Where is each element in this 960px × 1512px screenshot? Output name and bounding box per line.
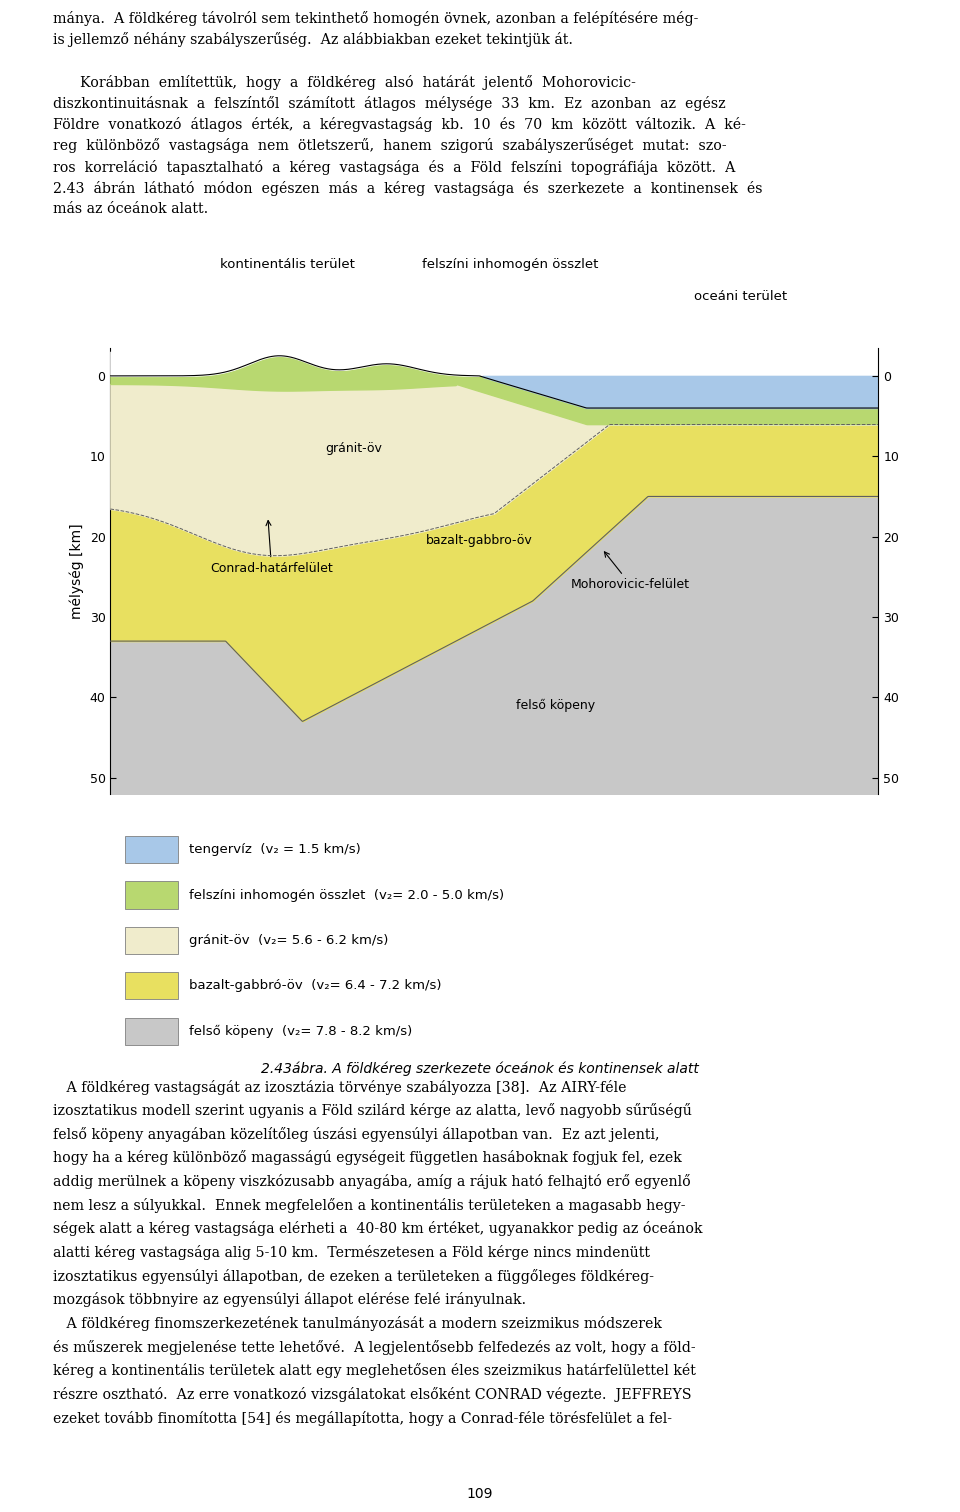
Text: tengervíz  (v₂ = 1.5 km/s): tengervíz (v₂ = 1.5 km/s): [189, 844, 361, 856]
Text: alatti kéreg vastagsága alig 5-10 km.  Természetesen a Föld kérge nincs mindenüt: alatti kéreg vastagsága alig 5-10 km. Te…: [53, 1244, 650, 1259]
Text: ségek alatt a kéreg vastagsága elérheti a  40-80 km értéket, ugyanakkor pedig az: ségek alatt a kéreg vastagsága elérheti …: [53, 1222, 703, 1237]
Text: A földkéreg finomszerkezetének tanulmányozását a modern szeizmikus módszerek: A földkéreg finomszerkezetének tanulmány…: [53, 1315, 661, 1331]
Text: felszíni inhomogén összlet  (v₂= 2.0 - 5.0 km/s): felszíni inhomogén összlet (v₂= 2.0 - 5.…: [189, 889, 504, 901]
Text: oceáni terület: oceáni terület: [693, 290, 787, 302]
Text: bazalt-gabbró-öv  (v₂= 6.4 - 7.2 km/s): bazalt-gabbró-öv (v₂= 6.4 - 7.2 km/s): [189, 980, 442, 992]
Text: és műszerek megjelenése tette lehetővé.  A legjelentősebb felfedezés az volt, ho: és műszerek megjelenése tette lehetővé. …: [53, 1340, 695, 1355]
Text: izosztatikus egyensúlyi állapotban, de ezeken a területeken a függőleges földkér: izosztatikus egyensúlyi állapotban, de e…: [53, 1269, 654, 1284]
Text: 2.43ábra. A földkéreg szerkezete óceánok és kontinensek alatt: 2.43ábra. A földkéreg szerkezete óceánok…: [261, 1061, 699, 1077]
Text: nem lesz a súlyukkal.  Ennek megfelelően a kontinentális területeken a magasabb : nem lesz a súlyukkal. Ennek megfelelően …: [53, 1198, 685, 1213]
Text: felszíni inhomogén összlet: felszíni inhomogén összlet: [421, 257, 598, 271]
Text: A földkéreg vastagságát az izosztázia törvénye szabályozza [38].  Az AIRY-féle: A földkéreg vastagságát az izosztázia tö…: [53, 1080, 626, 1095]
Text: diszkontinuitásnak  a  felszíntől  számított  átlagos  mélysége  33  km.  Ez  az: diszkontinuitásnak a felszíntől számítot…: [53, 95, 726, 110]
Text: hogy ha a kéreg különböző magasságú egységeit független hasáboknak fogjuk fel, e: hogy ha a kéreg különböző magasságú egys…: [53, 1151, 682, 1166]
Text: mozgások többnyire az egyensúlyi állapot elérése felé irányulnak.: mozgások többnyire az egyensúlyi állapot…: [53, 1293, 526, 1308]
Text: felső köpeny: felső köpeny: [516, 699, 595, 712]
Text: kontinentális terület: kontinentális terület: [220, 257, 354, 271]
Text: reg  különböző  vastagsága  nem  ötletszerű,  hanem  szigorú  szabályszerűséget : reg különböző vastagsága nem ötletszerű,…: [53, 139, 727, 153]
Text: 2.43  ábrán  látható  módon  egészen  más  a  kéreg  vastagsága  és  szerkezete : 2.43 ábrán látható módon egészen más a k…: [53, 181, 762, 197]
Text: felső köpeny anyagában közelítőleg úszási egyensúlyi állapotban van.  Ez azt jel: felső köpeny anyagában közelítőleg úszás…: [53, 1126, 660, 1142]
Text: Mohorovicic-felület: Mohorovicic-felület: [571, 552, 690, 591]
Text: felső köpeny  (v₂= 7.8 - 8.2 km/s): felső köpeny (v₂= 7.8 - 8.2 km/s): [189, 1025, 413, 1037]
Text: gránit-öv  (v₂= 5.6 - 6.2 km/s): gránit-öv (v₂= 5.6 - 6.2 km/s): [189, 934, 389, 947]
Text: gránit-öv: gránit-öv: [325, 442, 382, 455]
Text: 109: 109: [467, 1486, 493, 1501]
Text: Conrad-határfelület: Conrad-határfelület: [210, 520, 333, 575]
Text: Korábban  említettük,  hogy  a  földkéreg  alsó  határát  jelentő  Mohorovicic-: Korábban említettük, hogy a földkéreg al…: [53, 74, 636, 89]
Text: ezeket tovább finomította [54] és megállapította, hogy a Conrad-féle törésfelüle: ezeket tovább finomította [54] és megáll…: [53, 1411, 672, 1426]
Text: bazalt-gabbro-öv: bazalt-gabbro-öv: [425, 534, 533, 547]
Text: kéreg a kontinentális területek alatt egy meglehetősen éles szeizmikus határfelü: kéreg a kontinentális területek alatt eg…: [53, 1364, 696, 1379]
Y-axis label: mélység [km]: mélység [km]: [69, 523, 84, 618]
Text: is jellemző néhány szabályszerűség.  Az alábbiakban ezeket tekintjük át.: is jellemző néhány szabályszerűség. Az a…: [53, 32, 573, 47]
Text: mánya.  A földkéreg távolról sem tekinthető homogén övnek, azonban a felépítésér: mánya. A földkéreg távolról sem tekinthe…: [53, 11, 698, 26]
Text: Földre  vonatkozó  átlagos  érték,  a  kéregvastagság  kb.  10  és  70  km  közö: Földre vonatkozó átlagos érték, a kéregv…: [53, 116, 746, 132]
Text: ros  korreláció  tapasztalható  a  kéreg  vastagsága  és  a  Föld  felszíni  top: ros korreláció tapasztalható a kéreg vas…: [53, 160, 735, 175]
Text: addig merülnek a köpeny viszkózusabb anyagába, amíg a rájuk ható felhajtó erő eg: addig merülnek a köpeny viszkózusabb any…: [53, 1175, 690, 1188]
Text: más az óceánok alatt.: más az óceánok alatt.: [53, 203, 208, 216]
Text: részre osztható.  Az erre vonatkozó vizsgálatokat elsőként CONRAD végezte.  JEFF: részre osztható. Az erre vonatkozó vizsg…: [53, 1387, 691, 1402]
Text: izosztatikus modell szerint ugyanis a Föld szilárd kérge az alatta, levő nagyobb: izosztatikus modell szerint ugyanis a Fö…: [53, 1104, 691, 1119]
